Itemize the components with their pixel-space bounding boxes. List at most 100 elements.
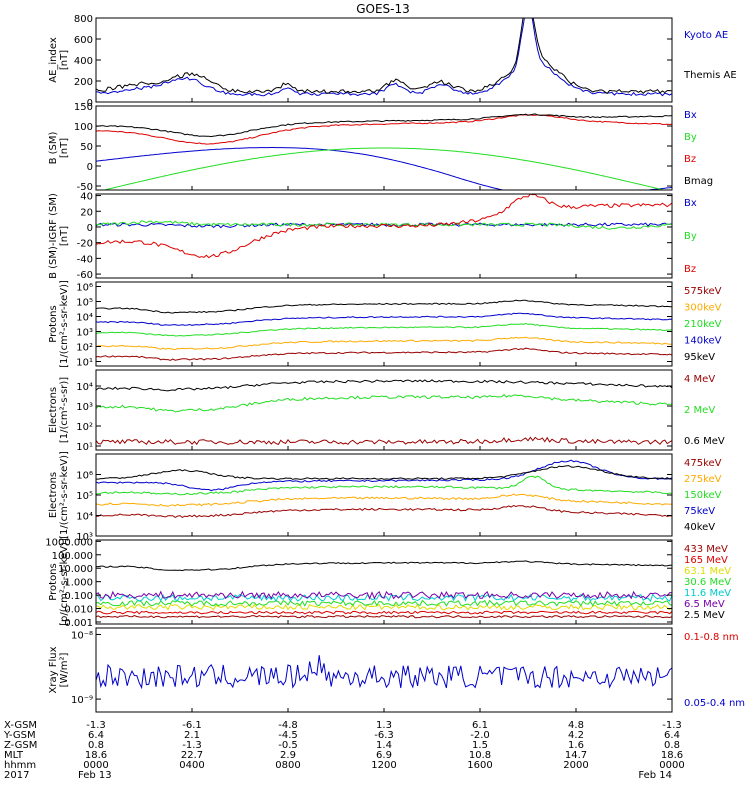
y-axis-label-line: Xray Flux [48, 646, 59, 693]
x-axis-cell: 1200 [371, 760, 396, 771]
y-tick-label: 0.001 [64, 618, 93, 629]
series-line-165-mev [96, 610, 672, 615]
y-tick-label: 10⁶ [76, 283, 93, 294]
series-line-95kev [96, 299, 672, 314]
y-axis-label-line: [nT] [59, 50, 70, 70]
series-line-bx [96, 147, 672, 190]
x-axis-cell: -1.3 [182, 740, 202, 751]
legend-entry: 4 MeV [684, 374, 715, 385]
series-line-150kev [96, 475, 672, 496]
x-axis-cell: -4.8 [278, 720, 298, 731]
y-tick-label: 10³ [76, 328, 93, 339]
y-axis-label-line: [1/(cm²-s-sr-keV)] [59, 451, 70, 539]
y-axis-label-line: B (SM)-IGRF (SM) [48, 193, 59, 279]
legend-entry: 150keV [684, 490, 722, 501]
series-line-4-mev [96, 436, 672, 446]
y-axis-label-line: [1/(cm²-s-sr)] [59, 377, 70, 443]
x-axis-cell: -6.3 [374, 730, 394, 741]
y-axis-label-line: B (SM) [48, 131, 59, 164]
x-axis-cell: 1.3 [376, 720, 392, 731]
legend-entry: Bx [684, 198, 697, 209]
legend-entry: 300keV [684, 303, 722, 314]
y-axis-label-line: Electrons [48, 387, 59, 433]
y-tick-label: 50 [80, 142, 93, 153]
x-axis-cell: -6.1 [182, 720, 202, 731]
panel-frame [95, 281, 673, 367]
y-tick-label: 10¹ [76, 358, 93, 369]
y-tick-label: -50 [77, 182, 93, 193]
legend-entry: 11.6 MeV [684, 588, 731, 599]
legend-entry: 30.6 MeV [684, 577, 731, 588]
legend-entry: Bz [684, 154, 696, 165]
legend-entry: 95keV [684, 352, 715, 363]
x-axis-cell: 6.9 [376, 750, 392, 761]
panel-7: 0.001 0.010 0.100 1.000 10.000 100.000 1000.00… [45, 537, 731, 629]
y-tick-label: 0 [87, 98, 93, 109]
legend-entry: 63.1 MeV [684, 566, 731, 577]
legend-entry: By [684, 132, 697, 143]
legend-entry: 165 MeV [684, 555, 728, 566]
x-axis-cell: 1.4 [376, 740, 392, 751]
y-tick-label: 10¹ [76, 442, 93, 453]
panel-5: 10¹ 10² 10³ 10⁴ Electrons[1/(cm²-s-sr)] 4 MeV… [48, 369, 725, 453]
legend-entry: Bx [684, 110, 697, 121]
legend-entry: 210keV [684, 319, 722, 330]
legend-entry: 433 MeV [684, 544, 728, 555]
y-tick-label: 10³ [76, 532, 93, 543]
series-line-275kev [96, 493, 672, 507]
series-line-2-mev [96, 394, 672, 413]
panel-frame [95, 193, 673, 279]
x-axis-cell: 0800 [275, 760, 300, 771]
x-axis-row-label: Y-GSM [3, 730, 36, 741]
y-tick-label: 40 [80, 192, 93, 203]
y-tick-label: -40 [77, 254, 93, 265]
legend-entry: 275keV [684, 474, 722, 485]
y-tick-label: 10⁴ [76, 382, 93, 393]
y-axis-label-line: [p/(cm²-s-sr-keV)] [59, 538, 70, 626]
y-tick-label: 10³ [76, 402, 93, 413]
y-tick-label: -20 [77, 239, 93, 250]
y-tick-label: 100 [74, 122, 93, 133]
y-tick-label: 20 [80, 207, 93, 218]
y-axis-label-line: Protons [48, 305, 59, 342]
y-tick-label: 10⁶ [76, 471, 93, 482]
legend-entry: 2 MeV [684, 405, 715, 416]
series-line-2-5-mev [96, 560, 672, 572]
x-axis-row-label: X-GSM [4, 720, 37, 731]
series-line-bz [96, 194, 672, 259]
legend-entry: 0.1-0.8 nm [684, 632, 739, 643]
x-axis-cell: 4.2 [568, 730, 584, 741]
series-line-by [102, 147, 666, 190]
legend-entry: 0.05-0.4 nm [684, 698, 745, 709]
legend-entry: 140keV [684, 336, 722, 347]
y-tick-label: 100.000 [52, 551, 93, 562]
x-axis-cell: Feb 13 [78, 770, 112, 781]
x-axis-cell: 4.8 [568, 720, 584, 731]
x-axis-row-label: 2017 [4, 770, 29, 781]
x-axis-cell: 6.4 [88, 730, 104, 741]
series-line-0-1-0-8-nm [96, 548, 672, 561]
x-axis-cell: 6.1 [472, 720, 488, 731]
panel-frame [95, 627, 673, 713]
y-axis-label: B (SM)-IGRF (SM)[nT] [48, 193, 70, 279]
y-tick-label: 800 [74, 14, 93, 25]
x-axis-cell: 22.7 [181, 750, 203, 761]
x-axis-cell: 1.6 [568, 740, 584, 751]
y-axis-label-line: Electrons [48, 472, 59, 518]
legend-entry: 575keV [684, 286, 722, 297]
x-axis-cell: 0.8 [88, 740, 104, 751]
panel-4: 10¹ 10² 10³ 10⁴ 10⁵ 10⁶ Protons[1/(cm²-s-sr-ke… [48, 280, 722, 368]
y-tick-label: 0.010 [64, 605, 93, 616]
y-tick-label: 1000.000 [45, 537, 93, 548]
x-axis-row-label: Z-GSM [4, 740, 37, 751]
x-axis-cell: Feb 14 [638, 770, 672, 781]
x-axis-cell: 0400 [179, 760, 204, 771]
series-line-300kev [96, 336, 672, 351]
series-line-kyoto-ae [96, 18, 672, 97]
series-line-63-1-mev [96, 603, 672, 611]
series-line-75kev [96, 459, 672, 492]
legend-entry: By [684, 231, 697, 242]
